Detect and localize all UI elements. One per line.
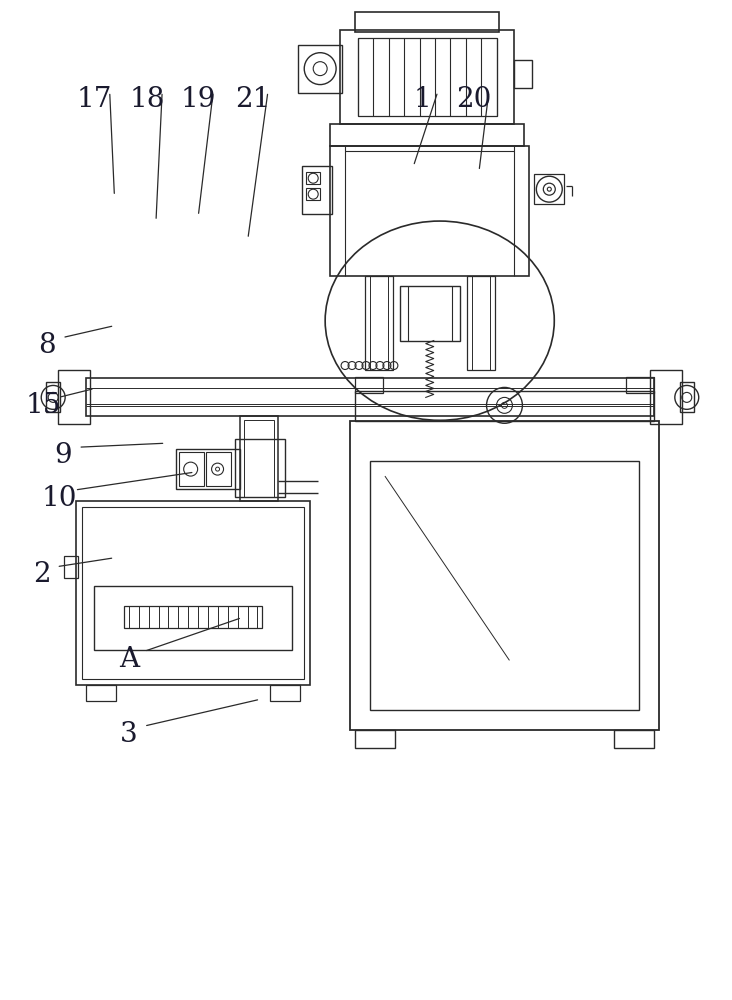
Bar xyxy=(330,124,524,146)
Bar xyxy=(236,439,285,497)
Bar xyxy=(179,452,203,486)
Text: 3: 3 xyxy=(120,721,138,748)
Bar xyxy=(76,501,310,685)
Bar xyxy=(614,730,654,748)
Bar xyxy=(355,377,383,393)
Bar xyxy=(124,606,262,628)
Bar xyxy=(466,276,495,370)
Bar xyxy=(270,685,300,701)
Bar xyxy=(365,276,393,370)
Bar xyxy=(244,420,274,497)
Bar xyxy=(400,286,460,341)
Text: 10: 10 xyxy=(42,485,78,512)
Bar xyxy=(298,45,342,93)
Bar xyxy=(58,370,90,424)
Bar xyxy=(626,377,654,393)
Text: A: A xyxy=(119,646,139,673)
Text: 19: 19 xyxy=(181,86,216,113)
Text: 20: 20 xyxy=(456,86,492,113)
Text: 21: 21 xyxy=(235,86,271,113)
Bar xyxy=(306,188,320,200)
Bar xyxy=(340,30,515,124)
Bar xyxy=(82,507,305,679)
Bar xyxy=(350,421,659,730)
Bar xyxy=(355,730,395,748)
Text: 8: 8 xyxy=(39,332,56,359)
Bar xyxy=(86,685,116,701)
Text: 15: 15 xyxy=(26,392,61,419)
Bar xyxy=(64,556,78,578)
Text: 2: 2 xyxy=(33,561,51,588)
Bar xyxy=(86,378,654,416)
Text: 9: 9 xyxy=(55,442,72,469)
Text: 18: 18 xyxy=(130,86,165,113)
Text: 17: 17 xyxy=(77,86,113,113)
Bar xyxy=(358,38,496,116)
Bar xyxy=(302,166,332,214)
Bar xyxy=(355,391,654,421)
Bar xyxy=(241,416,278,501)
Text: 1: 1 xyxy=(414,86,432,113)
Bar xyxy=(355,12,499,32)
Bar xyxy=(680,382,694,412)
Bar xyxy=(515,60,532,88)
Bar xyxy=(534,174,564,204)
Bar xyxy=(306,172,320,184)
Bar xyxy=(370,461,639,710)
Bar xyxy=(650,370,681,424)
Bar xyxy=(176,449,241,489)
Bar xyxy=(206,452,231,486)
Bar xyxy=(330,146,529,276)
Bar xyxy=(94,586,292,650)
Bar xyxy=(46,382,60,412)
